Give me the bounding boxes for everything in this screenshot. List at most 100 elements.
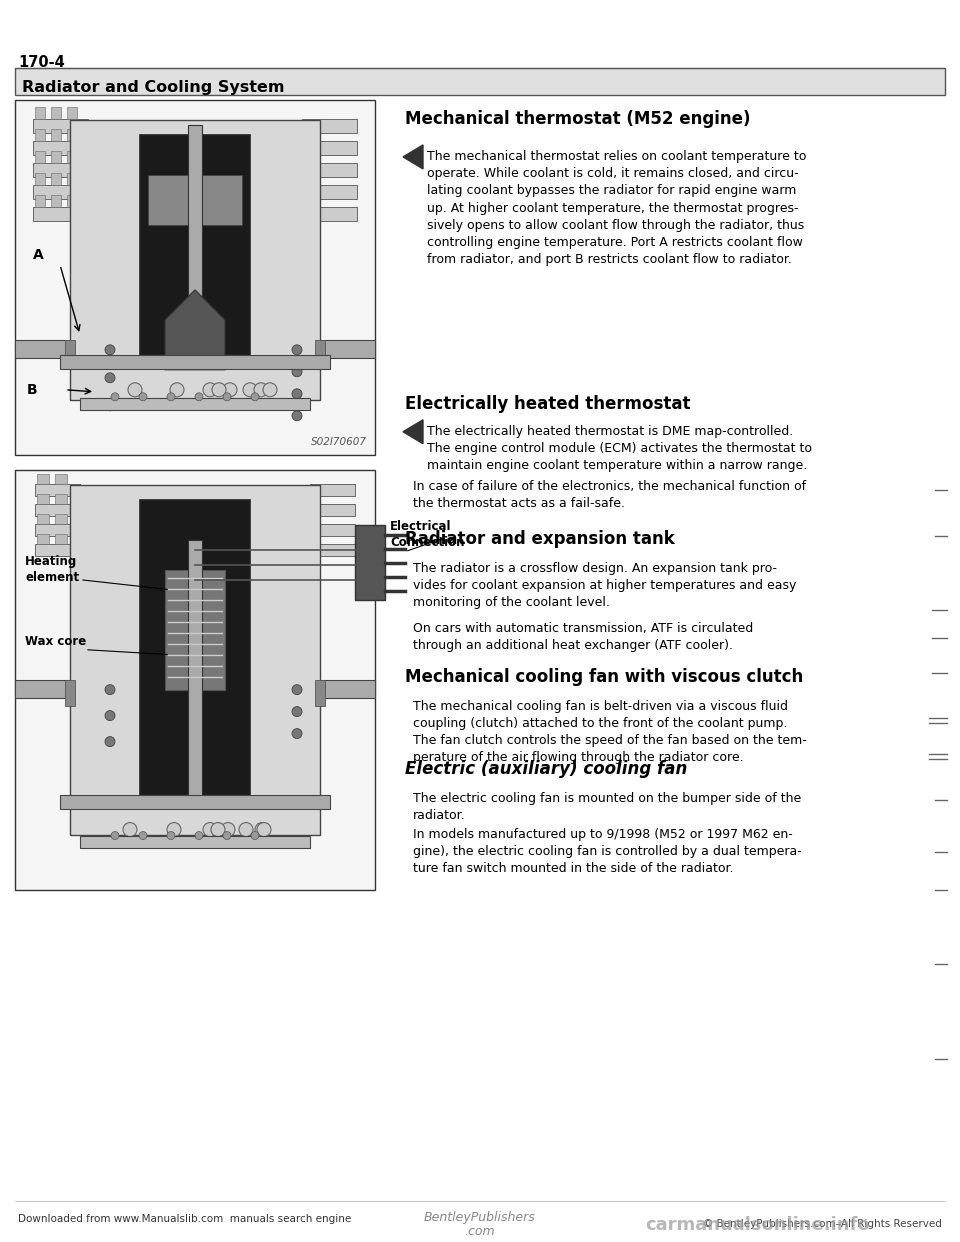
- Bar: [67, 107, 77, 119]
- Polygon shape: [403, 420, 423, 443]
- FancyBboxPatch shape: [302, 140, 357, 155]
- Text: On cars with automatic transmission, ATF is circulated
through an additional hea: On cars with automatic transmission, ATF…: [413, 622, 754, 652]
- Circle shape: [292, 345, 302, 355]
- Text: The electrically heated thermostat is DME map-controlled.
The engine control mod: The electrically heated thermostat is DM…: [427, 425, 812, 472]
- Bar: [70, 120, 320, 400]
- Bar: [60, 795, 330, 809]
- Bar: [315, 679, 325, 705]
- Circle shape: [123, 822, 137, 837]
- Text: In models manufactured up to 9/1998 (M52 or 1997 M62 en-
gine), the electric coo: In models manufactured up to 9/1998 (M52…: [413, 827, 802, 874]
- Circle shape: [105, 710, 115, 720]
- FancyBboxPatch shape: [33, 207, 88, 221]
- Text: Radiator and Cooling System: Radiator and Cooling System: [22, 79, 284, 94]
- Bar: [80, 836, 310, 847]
- Text: Heating
element: Heating element: [25, 555, 79, 584]
- Circle shape: [105, 737, 115, 746]
- Circle shape: [221, 822, 235, 837]
- Bar: [60, 355, 330, 369]
- Circle shape: [167, 822, 181, 837]
- Text: The mechanical thermostat relies on coolant temperature to
operate. While coolan: The mechanical thermostat relies on cool…: [427, 150, 806, 266]
- Circle shape: [203, 822, 217, 837]
- FancyBboxPatch shape: [35, 483, 80, 496]
- Circle shape: [203, 383, 217, 396]
- Circle shape: [105, 401, 115, 411]
- Bar: [355, 524, 385, 600]
- Circle shape: [170, 383, 184, 396]
- Bar: [188, 125, 202, 365]
- Bar: [320, 340, 375, 358]
- Text: Radiator and expansion tank: Radiator and expansion tank: [405, 529, 675, 548]
- Text: BentleyPublishers: BentleyPublishers: [424, 1211, 536, 1225]
- Circle shape: [139, 392, 147, 401]
- Bar: [51, 195, 61, 207]
- Text: Mechanical cooling fan with viscous clutch: Mechanical cooling fan with viscous clut…: [405, 668, 804, 686]
- Circle shape: [195, 392, 203, 401]
- Circle shape: [167, 832, 175, 840]
- Text: Electrically heated thermostat: Electrically heated thermostat: [405, 395, 690, 412]
- Bar: [51, 129, 61, 140]
- Bar: [67, 195, 77, 207]
- Text: Electric (auxiliary) cooling fan: Electric (auxiliary) cooling fan: [405, 760, 687, 777]
- FancyBboxPatch shape: [33, 119, 88, 133]
- Bar: [35, 129, 45, 140]
- Circle shape: [254, 383, 268, 396]
- Circle shape: [292, 729, 302, 739]
- Bar: [15, 469, 375, 889]
- Text: Wax core: Wax core: [25, 635, 86, 647]
- Bar: [67, 173, 77, 185]
- Bar: [55, 473, 67, 483]
- Bar: [80, 397, 310, 410]
- Bar: [15, 340, 70, 358]
- Bar: [15, 68, 945, 94]
- Bar: [67, 129, 77, 140]
- Bar: [140, 499, 250, 795]
- Bar: [51, 152, 61, 163]
- Circle shape: [251, 832, 259, 840]
- Bar: [67, 152, 77, 163]
- Circle shape: [292, 707, 302, 717]
- Circle shape: [111, 392, 119, 401]
- FancyBboxPatch shape: [310, 504, 355, 515]
- Circle shape: [167, 392, 175, 401]
- Bar: [37, 514, 49, 524]
- Circle shape: [223, 832, 231, 840]
- Text: Downloaded from www.Manualslib.com  manuals search engine: Downloaded from www.Manualslib.com manua…: [18, 1215, 351, 1225]
- Bar: [320, 679, 375, 698]
- Text: carmanualsonline.info: carmanualsonline.info: [645, 1216, 870, 1235]
- FancyBboxPatch shape: [310, 483, 355, 496]
- Bar: [37, 534, 49, 544]
- Bar: [35, 107, 45, 119]
- Text: The electric cooling fan is mounted on the bumper side of the
radiator.: The electric cooling fan is mounted on t…: [413, 791, 802, 822]
- Bar: [15, 99, 375, 455]
- Text: 170-4: 170-4: [18, 55, 64, 70]
- Bar: [35, 173, 45, 185]
- FancyBboxPatch shape: [302, 185, 357, 199]
- Circle shape: [223, 392, 231, 401]
- Bar: [148, 175, 242, 225]
- Circle shape: [255, 822, 269, 837]
- Circle shape: [292, 684, 302, 694]
- Bar: [65, 679, 75, 705]
- Bar: [55, 494, 67, 504]
- Circle shape: [139, 832, 147, 840]
- FancyBboxPatch shape: [35, 544, 80, 555]
- Bar: [55, 514, 67, 524]
- Bar: [55, 534, 67, 544]
- Circle shape: [105, 684, 115, 694]
- Bar: [51, 173, 61, 185]
- Polygon shape: [403, 145, 423, 169]
- FancyBboxPatch shape: [310, 524, 355, 535]
- Text: Mechanical thermostat (M52 engine): Mechanical thermostat (M52 engine): [405, 111, 751, 128]
- Bar: [165, 570, 225, 689]
- FancyBboxPatch shape: [33, 163, 88, 176]
- Bar: [35, 152, 45, 163]
- Text: In case of failure of the electronics, the mechanical function of
the thermostat: In case of failure of the electronics, t…: [413, 479, 806, 510]
- Circle shape: [257, 822, 271, 837]
- Bar: [188, 540, 202, 800]
- Bar: [35, 195, 45, 207]
- Text: The mechanical cooling fan is belt-driven via a viscous fluid
coupling (clutch) : The mechanical cooling fan is belt-drive…: [413, 699, 806, 764]
- Text: © BentleyPublishers.com–All Rights Reserved: © BentleyPublishers.com–All Rights Reser…: [703, 1220, 942, 1230]
- Bar: [140, 135, 250, 355]
- FancyBboxPatch shape: [302, 163, 357, 176]
- Text: B: B: [27, 383, 37, 396]
